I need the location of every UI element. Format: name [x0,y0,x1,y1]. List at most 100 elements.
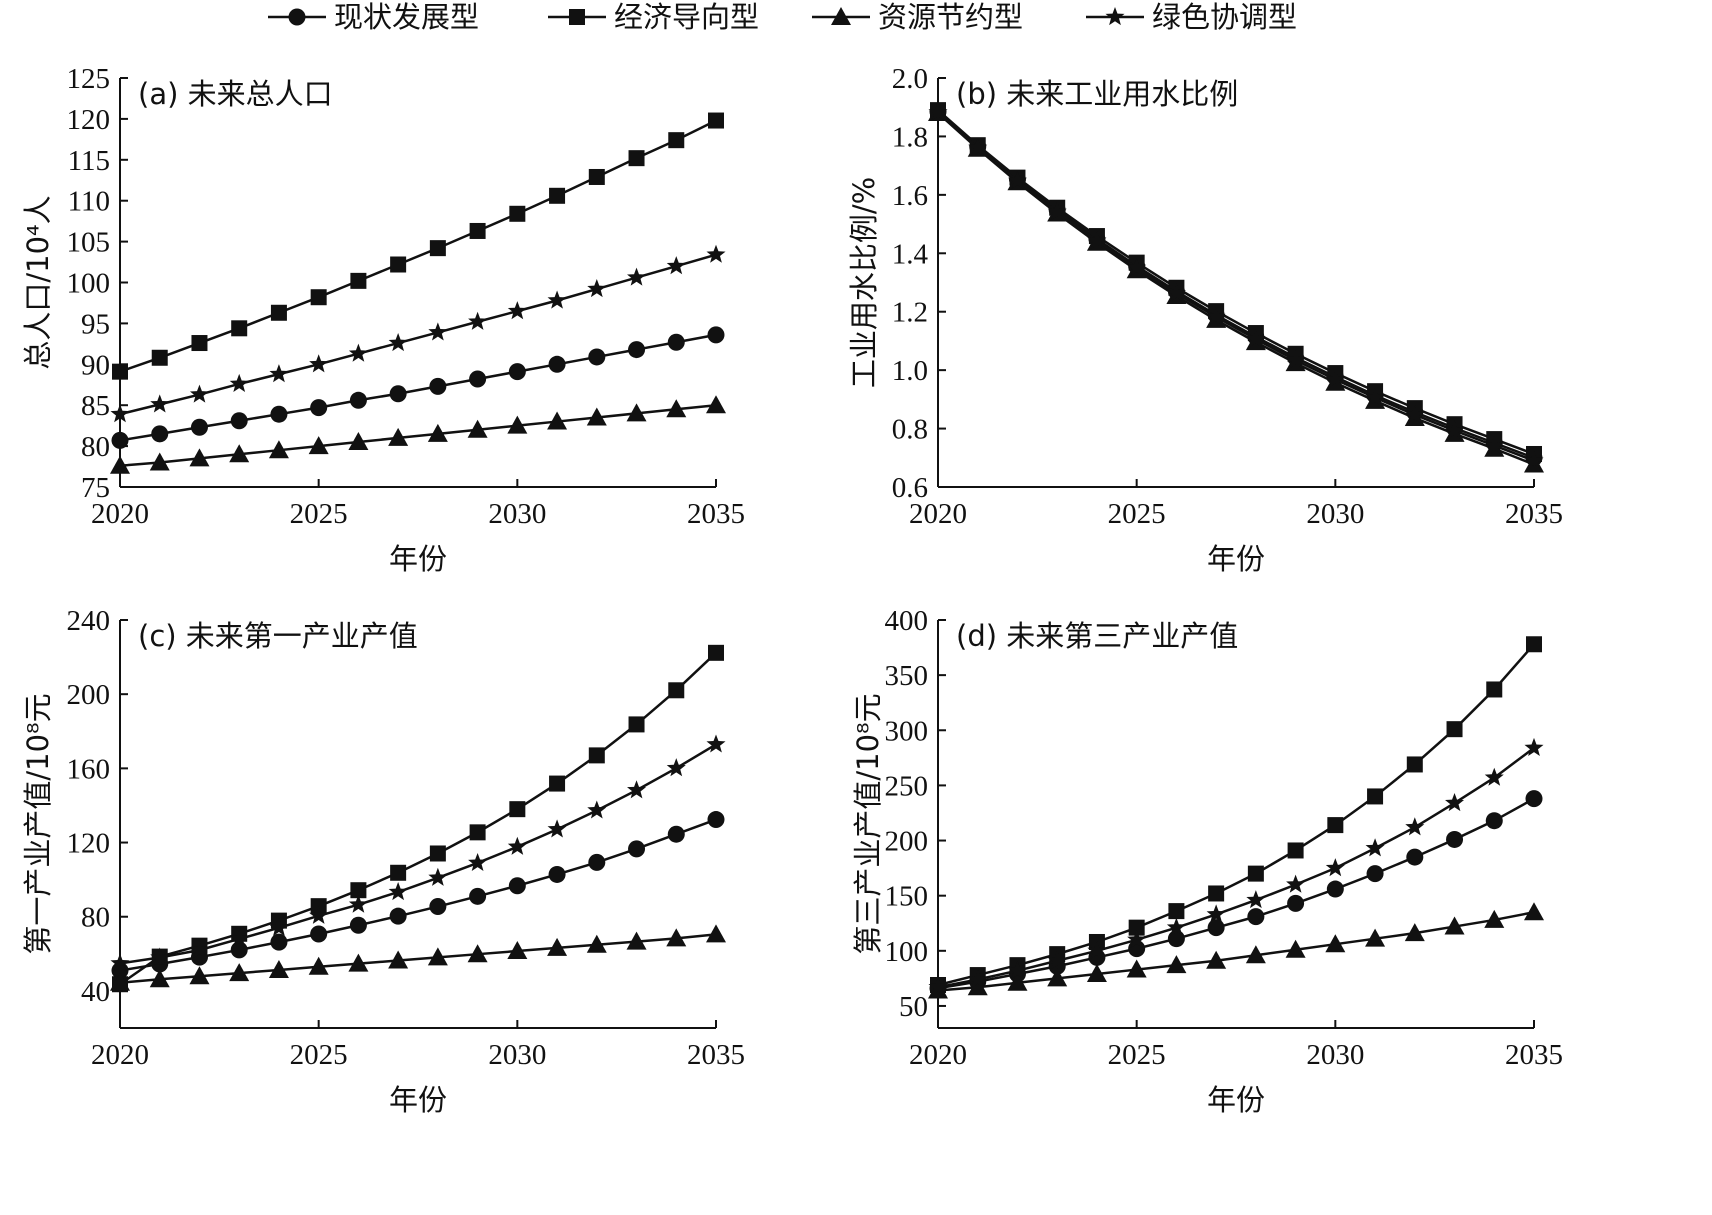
data-point [1286,350,1306,369]
y-tick-label: 200 [885,826,929,858]
data-point [1047,201,1067,220]
x-axis-title: 年份 [389,1083,447,1117]
data-point [508,363,526,381]
axes: 0.6 0.8 1.0 1.2 1.4 1.6 1.8 2.0 2020 2025 2030 2035 [892,63,1563,530]
data-point [1127,257,1147,276]
data-point [627,780,647,799]
data-point [189,448,210,467]
axes: 75 80 85 90 95 100 105 110 115 120 125 2020 2025 2030… [67,63,746,530]
data-point [547,937,568,956]
y-tick-label: 200 [67,679,111,711]
data-point [348,894,368,913]
data-point [967,977,988,996]
data-point [189,384,209,403]
y-tick-label: 125 [67,63,111,95]
data-point [1446,830,1464,848]
data-point [1167,930,1185,948]
y-tick-label: 100 [67,268,111,300]
data-point [1327,817,1344,834]
data-point [1166,283,1186,302]
data-point [309,354,329,373]
data-point [1524,902,1544,921]
data-point [1246,890,1266,909]
y-tick-label: 240 [67,605,111,637]
y-tick-label: 150 [885,881,929,913]
y-tick-label: 160 [67,753,111,785]
data-point [667,825,685,843]
data-point [1486,681,1503,698]
data-point [588,168,605,185]
y-tick-label: 1.0 [892,355,928,387]
data-point [429,377,447,395]
data-point [388,950,409,969]
y-tick-label: 0.8 [892,414,928,446]
data-point [150,394,170,413]
series-square [112,112,724,380]
x-tick-label: 2035 [687,1039,745,1071]
y-tick-label: 40 [81,976,110,1008]
data-point [706,924,726,943]
data-point [586,407,607,426]
x-axis-title: 年份 [1207,542,1265,576]
data-point [469,222,486,239]
data-point [968,969,988,988]
legend-item-1: 现状发展型 [268,0,479,34]
y-tick-label: 1.8 [892,121,928,153]
legend-marker-square [569,9,585,25]
panel-industrial-water-ratio: 0.6 0.8 1.0 1.2 1.4 1.6 1.8 2.0 2020 2025 2030 2035… [847,50,1712,630]
data-point [509,801,526,818]
series-circle [929,790,1543,997]
panel-primary-industry-output: 40 80 120 160 200 240 2020 2025 2030 2035 (c) 未来第一… [0,605,856,1215]
data-point [1525,790,1543,808]
data-point [270,304,287,321]
data-point [229,373,249,393]
data-point [1285,939,1306,958]
data-point [350,272,367,289]
legend-marker-star [1105,7,1125,26]
data-point [628,150,645,167]
data-point [427,947,448,966]
panel-title: (a) 未来总人口 [138,77,333,111]
data-point [628,840,646,858]
series-line [119,651,717,986]
data-point [348,953,369,972]
data-point [467,944,488,963]
data-point [429,845,446,862]
y-tick-label: 50 [899,991,928,1023]
data-point [1207,919,1225,937]
series-star [110,734,726,972]
chart-primary-industry-output: 40 80 120 160 200 240 2020 2025 2030 2035 (c) 未来第一… [21,605,745,1117]
data-point [1524,450,1544,469]
series-triangle [928,902,1544,999]
data-point [1206,950,1227,969]
data-point [1087,230,1107,249]
series-circle [111,326,725,449]
x-tick-label: 2030 [1306,498,1364,530]
data-point [1007,972,1028,991]
data-point [1047,950,1067,969]
legend-label: 绿色协调型 [1152,0,1297,34]
data-point [389,907,407,925]
x-tick-label: 2025 [290,498,348,530]
y-axis-title: 工业用水比例/% [847,177,881,388]
data-point [1484,767,1504,786]
data-point [928,977,948,996]
data-point [666,256,686,275]
data-point [1247,865,1264,882]
series-star [110,244,726,423]
data-point [509,205,526,222]
data-point [388,427,409,446]
data-point [230,941,248,959]
data-point [388,333,408,352]
data-point [588,747,605,764]
data-point [268,959,289,978]
data-point [1325,858,1345,877]
data-point [149,969,170,988]
data-point [1484,435,1504,454]
data-point [588,853,606,871]
data-point [1365,838,1385,857]
series-line [119,333,717,442]
data-point [390,864,407,881]
data-point [189,966,210,985]
data-point [308,436,329,455]
